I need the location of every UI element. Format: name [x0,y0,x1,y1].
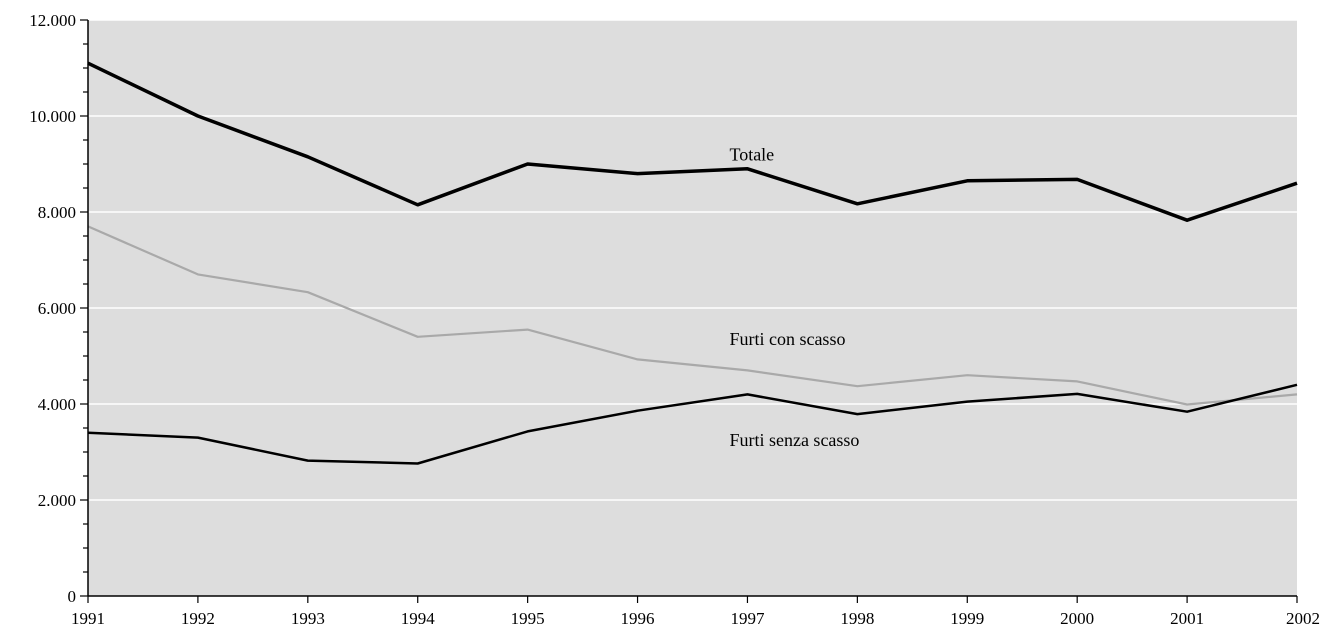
y-tick-label: 4.000 [38,395,76,414]
y-tick-label: 12.000 [29,11,76,30]
x-tick-label: 1999 [950,609,984,628]
gridlines [88,19,1297,501]
y-tick-label: 0 [68,587,77,606]
axes: 0 2.000 4.000 6.000 8.000 10.000 12.000 1991 199… [29,11,1320,628]
series-label: Furti senza scasso [729,430,859,450]
y-tick-label: 8.000 [38,203,76,222]
series-line-totale [87,61,1298,222]
y-tick-label: 6.000 [38,299,76,318]
series-line-furti-senza-scasso [87,383,1298,465]
series-lines [87,61,1298,465]
series-label: Furti con scasso [729,329,845,349]
x-tick-label: 1993 [291,609,325,628]
x-tick-label: 1996 [621,609,655,628]
x-tick-label: 2001 [1170,609,1204,628]
series-labels: Totale Furti con scasso Furti senza scasso [729,144,859,450]
x-tick-label: 1992 [181,609,215,628]
x-tick-label: 1998 [840,609,874,628]
y-tick-label: 10.000 [29,107,76,126]
x-tick-label: 1997 [730,609,765,628]
x-tick-label: 2000 [1060,609,1094,628]
x-tick-label: 1991 [71,609,105,628]
series-label: Totale [729,144,774,164]
x-tick-label: 2002 [1286,609,1320,628]
series-line-furti-con-scasso [87,225,1298,406]
x-tick-label: 1995 [511,609,545,628]
y-tick-label: 2.000 [38,491,76,510]
x-tick-label: 1994 [401,609,436,628]
